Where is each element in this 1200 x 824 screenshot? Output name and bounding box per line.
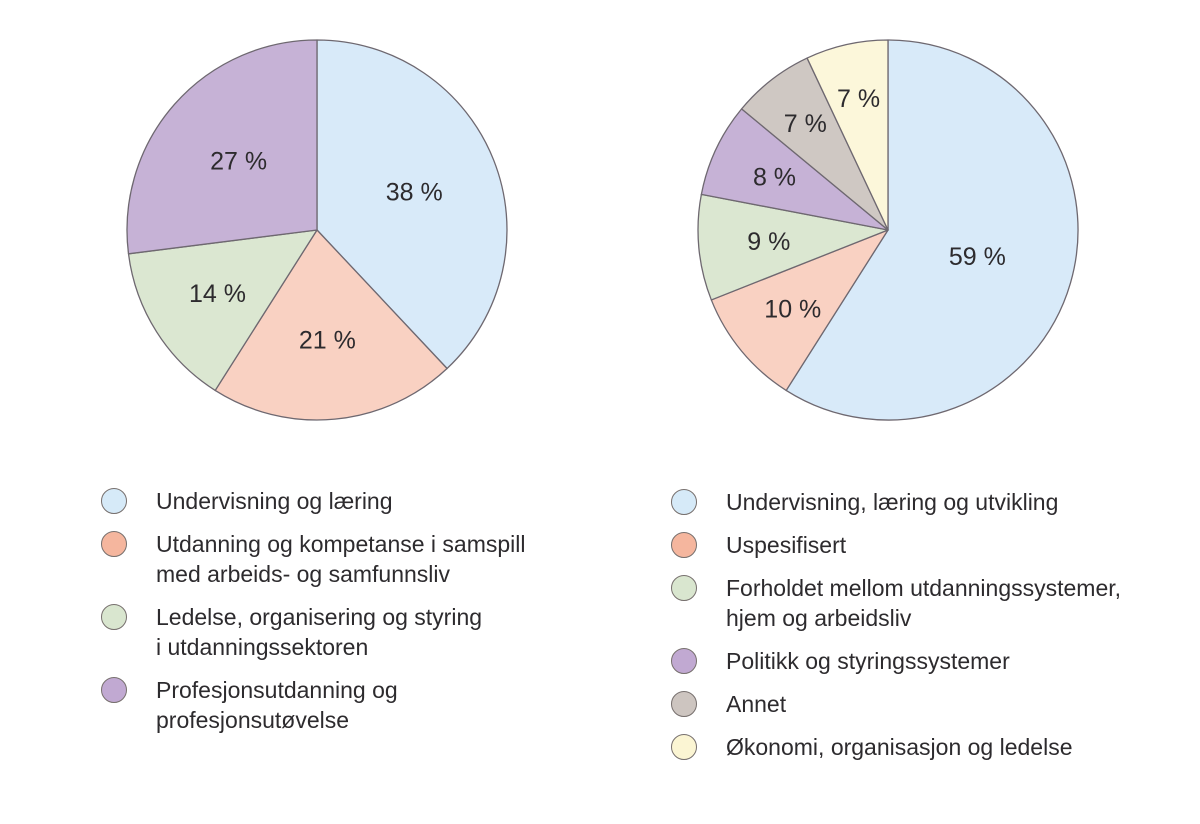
pie-slice <box>710 229 889 392</box>
pie-slice <box>214 229 448 421</box>
pie-chart-left: 38 % 21 % 14 % 27 % <box>126 39 508 421</box>
pie-slice <box>697 193 889 301</box>
legend-swatch <box>101 677 127 703</box>
legend-item: Undervisning og læring <box>101 486 641 516</box>
legend-item: Politikk og styringssystemer <box>671 646 1191 676</box>
pie-slice <box>127 229 318 392</box>
slice-label: 27 % <box>210 148 267 176</box>
pie-slice <box>785 39 1079 421</box>
legend-item: Uspesifisert <box>671 530 1191 560</box>
legend-swatch <box>101 604 127 630</box>
legend-swatch <box>671 691 697 717</box>
legend-label: Ledelse, organisering og styring i utdan… <box>156 604 483 660</box>
legend-label: Undervisning, læring og utvikling <box>726 489 1059 515</box>
legend-item: Ledelse, organisering og styring i utdan… <box>101 602 641 662</box>
pie-chart-right: 59 % 10 % 9 % 8 % 7 % 7 % <box>697 39 1079 421</box>
legend-label: Uspesifisert <box>726 532 847 558</box>
slice-label: 7 % <box>784 110 827 138</box>
pie-slice <box>700 108 889 231</box>
legend-right: Undervisning, læring og utvikling Uspesif… <box>671 487 1191 762</box>
legend-label: Politikk og styringssystemer <box>726 648 1010 674</box>
legend-item: Utdanning og kompetanse i samspill med a… <box>101 529 641 589</box>
slice-label: 38 % <box>386 178 443 206</box>
slice-label: 9 % <box>747 228 790 256</box>
legend-label: Økonomi, organisasjon og ledelse <box>726 734 1073 760</box>
legend-label: Forholdet mellom utdanningssystemer, hje… <box>726 575 1122 631</box>
legend-label: Annet <box>726 691 787 717</box>
legend-left: Undervisning og læring Utdanning og kompe… <box>101 486 641 735</box>
legend-item: Forholdet mellom utdanningssystemer, hje… <box>671 573 1191 633</box>
pie-slice <box>316 39 508 370</box>
legend-item: Økonomi, organisasjon og ledelse <box>671 732 1191 762</box>
legend-item: Undervisning, læring og utvikling <box>671 487 1191 517</box>
legend-swatch <box>101 531 127 557</box>
legend-swatch <box>101 488 127 514</box>
legend-label: Profesjonsutdanning og profesjonsutøvels… <box>156 677 398 733</box>
slice-label: 14 % <box>189 280 246 308</box>
slice-label: 7 % <box>837 85 880 113</box>
slice-label: 21 % <box>299 326 356 354</box>
slice-label: 59 % <box>949 243 1006 271</box>
legend-swatch <box>671 734 697 760</box>
legend-item: Annet <box>671 689 1191 719</box>
legend-item: Profesjonsutdanning og profesjonsutøvels… <box>101 675 641 735</box>
slice-label: 10 % <box>764 295 821 323</box>
legend-swatch <box>671 648 697 674</box>
legend-swatch <box>671 575 697 601</box>
legend-label: Utdanning og kompetanse i samspill med a… <box>156 531 526 587</box>
pie-slice <box>126 39 318 255</box>
legend-swatch <box>671 532 697 558</box>
legend-label: Undervisning og læring <box>156 488 393 514</box>
pie-slice <box>806 39 889 231</box>
slice-label: 8 % <box>753 163 796 191</box>
legend-swatch <box>671 489 697 515</box>
